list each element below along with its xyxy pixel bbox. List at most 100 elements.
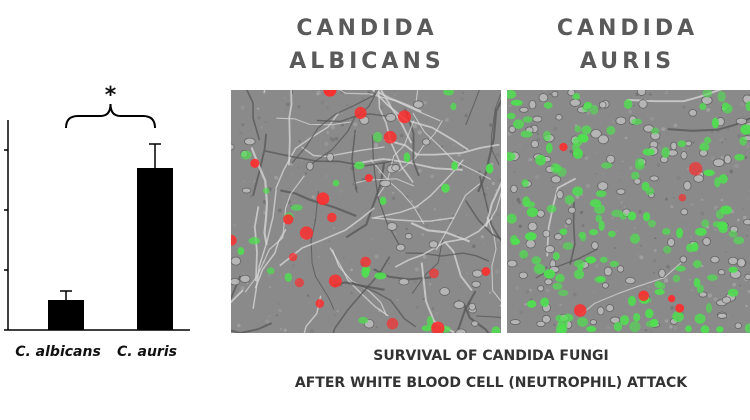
micrograph-texture — [241, 122, 245, 127]
micrograph-green-spot — [662, 228, 671, 235]
micrograph-hypha — [231, 275, 242, 301]
micrograph-green-spot — [450, 102, 457, 111]
micrograph-cell — [544, 245, 555, 254]
micrograph-texture — [686, 260, 689, 263]
micrograph-cell — [471, 320, 479, 327]
micrograph-cell — [536, 209, 545, 218]
micrograph-red-spot — [316, 192, 330, 206]
micrograph-texture — [614, 247, 617, 250]
micrograph-texture — [388, 262, 390, 265]
micrograph-hypha — [254, 228, 287, 289]
micrograph-texture — [498, 178, 501, 183]
micrograph-texture — [658, 142, 661, 145]
micrograph-green-spot — [451, 161, 458, 171]
micrograph-texture — [236, 323, 241, 328]
micrograph-green-spot — [573, 259, 586, 268]
micrograph-green-spot — [685, 325, 692, 333]
micrograph-texture — [551, 186, 554, 188]
micrograph-texture — [266, 110, 270, 113]
micrograph-albicans — [231, 90, 501, 333]
micrograph-texture — [233, 224, 236, 227]
micrograph-texture — [631, 161, 634, 164]
micrograph-green-spot — [572, 148, 584, 159]
micrograph-green-spot — [703, 136, 712, 144]
micrograph-texture — [389, 186, 391, 188]
micrograph-texture — [720, 155, 724, 160]
micrograph-green-spot — [703, 169, 715, 177]
micrograph-cell — [542, 229, 551, 238]
micrograph-green-spot — [712, 221, 722, 228]
micrograph-texture — [673, 197, 675, 199]
micrograph-texture — [572, 292, 577, 297]
micrograph-texture — [625, 283, 628, 286]
micrograph-green-spot — [672, 274, 681, 283]
micrograph-texture — [710, 331, 714, 333]
micrograph-green-spot — [721, 102, 729, 110]
micrograph-texture — [423, 101, 427, 105]
micrograph-green-spot — [510, 235, 519, 246]
micrograph-red-spot — [288, 252, 298, 262]
micrograph-green-spot — [507, 112, 516, 120]
micrograph-green-spot — [598, 220, 605, 232]
micrograph-texture — [350, 291, 353, 295]
micrograph-texture — [729, 169, 734, 174]
micrograph-texture — [327, 239, 331, 243]
micrograph-cell — [391, 164, 401, 172]
micrograph-texture — [682, 105, 686, 109]
micrograph-texture — [515, 285, 520, 290]
micrograph-green-spot — [589, 104, 599, 115]
micrograph-texture — [507, 238, 509, 240]
micrograph-texture — [714, 228, 717, 231]
bar-auris — [137, 168, 173, 330]
caption-line1: SURVIVAL OF CANDIDA FUNGI — [373, 348, 609, 364]
micrograph-green-spot — [573, 269, 585, 280]
micrograph-texture — [593, 291, 595, 293]
micrograph-green-spot — [733, 236, 745, 245]
micrograph-texture — [595, 173, 597, 175]
micrograph-background — [231, 90, 501, 333]
micrograph-texture — [277, 302, 280, 305]
micrograph-texture — [735, 264, 738, 266]
micrograph-cell — [735, 117, 747, 125]
micrograph-texture — [496, 238, 500, 242]
micrograph-texture — [697, 157, 701, 160]
micrograph-green-spot — [589, 229, 599, 236]
micrograph-texture — [701, 198, 704, 202]
micrograph-cell — [597, 134, 609, 145]
micrograph-hypha — [404, 109, 420, 177]
micrograph-green-spot — [633, 312, 641, 322]
micrograph-hypha — [405, 252, 490, 262]
micrograph-texture — [346, 103, 349, 107]
micrograph-green-spot — [237, 247, 245, 256]
micrograph-cell — [680, 208, 689, 216]
micrograph-green-spot — [642, 148, 655, 156]
figure-caption: SURVIVAL OF CANDIDA FUNGI AFTER WHITE BL… — [232, 343, 750, 397]
micrograph-cell — [507, 259, 518, 268]
micrograph-green-spot — [361, 267, 370, 278]
micrograph-cell — [685, 140, 692, 147]
micrograph-red-spot — [688, 161, 703, 176]
micrograph-hypha — [411, 239, 444, 294]
micrograph-texture — [551, 154, 554, 157]
micrograph-texture — [274, 175, 279, 180]
micrograph-texture — [326, 131, 330, 135]
micrograph-hypha — [626, 90, 723, 103]
micrograph-texture — [710, 156, 715, 161]
micrograph-cell — [525, 239, 536, 249]
micrograph-hypha — [435, 183, 481, 251]
micrograph-cell — [519, 106, 529, 113]
micrograph-texture — [517, 200, 521, 204]
micrograph-texture — [488, 291, 492, 294]
micrograph-cell — [606, 154, 616, 164]
micrograph-cell — [536, 320, 546, 328]
micrograph-green-spot — [421, 325, 433, 332]
micrograph-texture — [267, 273, 272, 278]
micrograph-texture — [664, 319, 669, 323]
micrograph-green-spot — [379, 196, 387, 206]
micrograph-texture — [333, 290, 336, 293]
micrograph-texture — [306, 294, 310, 297]
micrograph-texture — [336, 309, 339, 313]
micrograph-cell — [556, 189, 564, 200]
micrograph-texture — [665, 221, 668, 223]
significance-star: * — [105, 83, 117, 108]
